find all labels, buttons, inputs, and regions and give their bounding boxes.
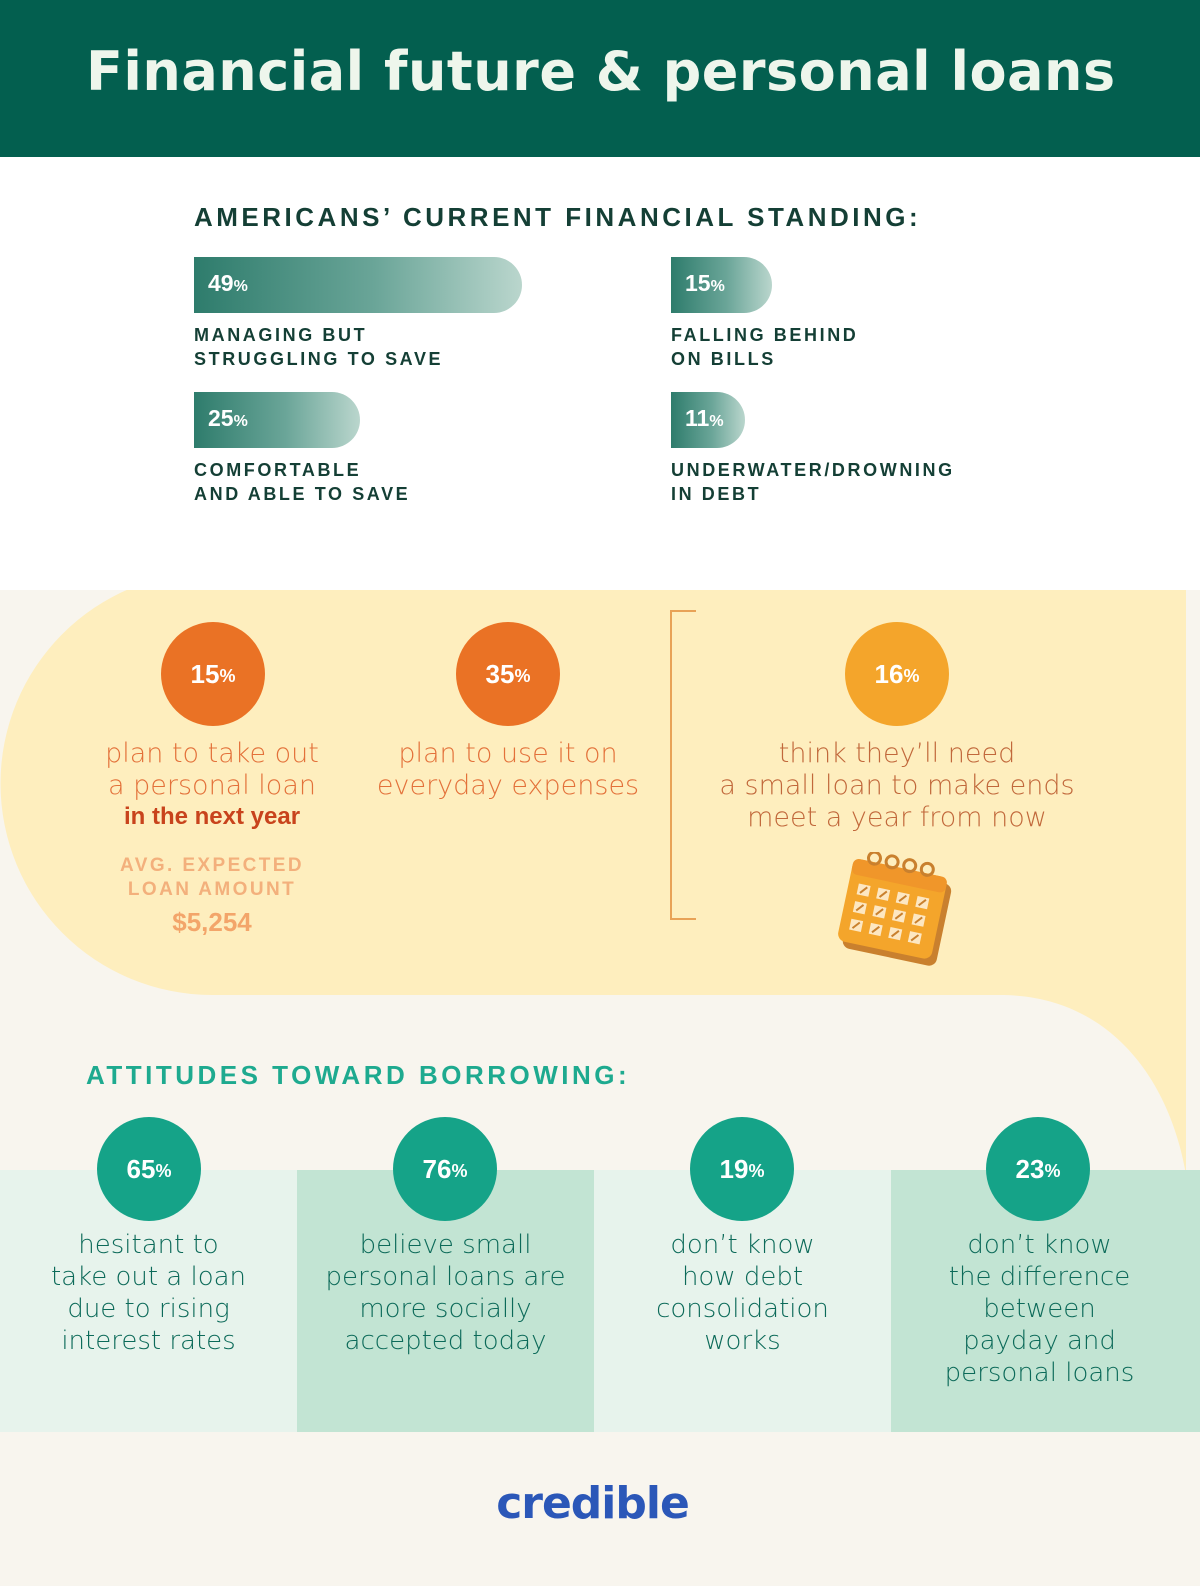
bar-value: 49% (208, 270, 248, 296)
attitude-text-3: don’t know how debt consolidation works (656, 1230, 829, 1356)
stat-text-next-year: plan to take out a personal loan (105, 738, 319, 801)
attitude-text-1: hesitant to take out a loan due to rising i… (50, 1230, 247, 1356)
bar-label-struggling: MANAGING BUT STRUGGLING TO SAVE (194, 325, 444, 369)
stat-circle-everyday: 35% (456, 622, 560, 726)
bracket-divider (670, 610, 696, 920)
credible-logo: credible (496, 1478, 690, 1529)
attitude-text-4: don’t know the difference between payday an… (944, 1230, 1135, 1388)
page-title: Financial future & personal loans (86, 40, 1116, 103)
avg-expected-label: AVG. EXPECTED LOAN AMOUNT (120, 855, 304, 900)
bar-value: 25% (208, 405, 248, 431)
attitude-circle-4: 23% (986, 1117, 1090, 1221)
stat-circle-small-loan: 16% (845, 622, 949, 726)
stat-text-everyday: plan to use it on everyday expenses (376, 738, 640, 801)
standing-section (0, 157, 1200, 590)
bar-label-falling-behind: FALLING BEHIND ON BILLS (671, 325, 859, 369)
bar-falling-behind: 15% (671, 257, 772, 313)
stat-text-small-loan: think they’ll need a small loan to make e… (719, 738, 1075, 833)
bar-underwater: 11% (671, 392, 745, 448)
header-banner: Financial future & personal loans (0, 0, 1200, 157)
stat-circle-next-year: 15% (161, 622, 265, 726)
bar-label-underwater: UNDERWATER/DROWNING IN DEBT (671, 460, 955, 504)
attitude-circle-1: 65% (97, 1117, 201, 1221)
attitude-circle-3: 19% (690, 1117, 794, 1221)
avg-expected-amount: $5,254 (172, 907, 252, 937)
stat-bold-next-year: in the next year (123, 803, 301, 830)
bar-struggling: 49% (194, 257, 522, 313)
attitude-text-2: believe small personal loans are more soci… (325, 1230, 566, 1356)
bar-label-comfortable: COMFORTABLE AND ABLE TO SAVE (194, 460, 411, 504)
calendar-icon (838, 852, 952, 966)
attitude-circle-2: 76% (393, 1117, 497, 1221)
attitudes-title: ATTITUDES TOWARD BORROWING: (86, 1060, 631, 1090)
standing-title: AMERICANS’ CURRENT FINANCIAL STANDING: (194, 202, 922, 232)
bar-value: 11% (685, 405, 724, 431)
bar-comfortable: 25% (194, 392, 360, 448)
bar-value: 15% (685, 270, 725, 296)
